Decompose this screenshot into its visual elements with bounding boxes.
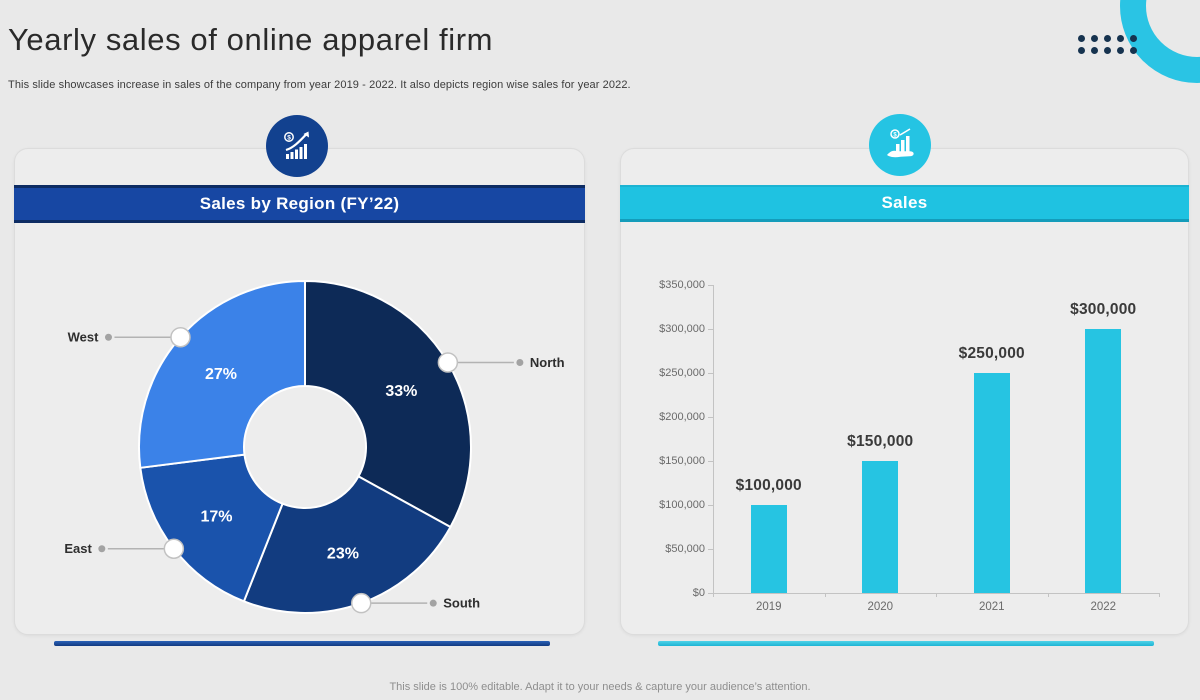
- category-label: 2019: [755, 601, 782, 613]
- y-tick-mark: [708, 417, 713, 418]
- left-card-accent-bar: [54, 641, 550, 646]
- sales-by-region-header: Sales by Region (FY’22): [14, 185, 585, 223]
- bar-value-label: $100,000: [735, 477, 802, 494]
- region-label-west: West: [68, 330, 99, 345]
- callout-dot: [429, 599, 437, 607]
- hand-sales-icon: $: [869, 114, 931, 176]
- y-tick-mark: [708, 285, 713, 286]
- callout-dot: [516, 358, 524, 366]
- y-tick-label: $300,000: [659, 323, 705, 335]
- yearly-sales-card: Sales $350,000 $300,000 $250,000 $200,000 $1…: [620, 148, 1189, 635]
- dot-grid-decor: [1078, 35, 1143, 59]
- y-tick-mark: [708, 329, 713, 330]
- callout-dot: [98, 545, 106, 553]
- bar-value-label: $250,000: [958, 345, 1025, 362]
- bar-2020: [862, 461, 899, 593]
- pie-slice-west: [138, 279, 306, 469]
- y-tick-mark: [708, 461, 713, 462]
- x-tick-mark: [936, 593, 937, 597]
- yearly-sales-bar-chart: $350,000 $300,000 $250,000 $200,000 $150,000…: [621, 149, 1188, 634]
- pie-slice-north: [304, 279, 472, 529]
- y-tick-label: $100,000: [659, 499, 705, 511]
- y-tick-label: $200,000: [659, 411, 705, 423]
- region-label-east: East: [64, 541, 92, 556]
- page-subtitle: This slide showcases increase in sales o…: [8, 79, 631, 91]
- svg-text:$: $: [287, 134, 291, 141]
- dot-decor: [1117, 47, 1124, 54]
- dot-decor: [1130, 35, 1137, 42]
- y-tick-mark: [708, 373, 713, 374]
- growth-chart-glyph: $: [284, 131, 309, 159]
- dot-decor: [1104, 47, 1111, 54]
- x-tick-mark: [1047, 593, 1049, 597]
- y-tick-mark: [708, 593, 713, 594]
- bar-2021: [973, 373, 1010, 593]
- callout-marker: [163, 538, 185, 559]
- dot-decor: [1078, 47, 1085, 54]
- dot-decor: [1091, 35, 1098, 42]
- y-tick-label: $350,000: [659, 279, 705, 291]
- callout-marker: [437, 352, 459, 373]
- page-title: Yearly sales of online apparel firm: [8, 22, 494, 57]
- bar-2019: [750, 505, 787, 593]
- bar-value-label: $150,000: [847, 433, 914, 450]
- right-card-accent-bar: [658, 641, 1154, 646]
- x-tick-mark: [713, 593, 714, 597]
- sales-header-label: Sales: [881, 193, 928, 212]
- pie-value-label: 33%: [385, 383, 417, 400]
- dot-decor: [1078, 35, 1085, 42]
- dot-decor: [1130, 47, 1137, 54]
- category-label: 2021: [978, 601, 1005, 613]
- callout-dot: [104, 333, 112, 341]
- svg-text:$: $: [893, 132, 897, 138]
- hand-sales-glyph: $: [887, 128, 914, 158]
- pie-value-label: 27%: [205, 366, 237, 383]
- pie-slice-east: [139, 453, 284, 603]
- y-tick-mark: [708, 505, 713, 506]
- callout-marker: [170, 326, 191, 348]
- region-label-north: North: [530, 355, 565, 370]
- y-tick-mark: [708, 549, 713, 550]
- y-tick-label: $150,000: [659, 455, 705, 467]
- dot-decor: [1104, 35, 1111, 42]
- sales-header: Sales: [620, 185, 1189, 222]
- growth-chart-icon: $: [266, 115, 328, 177]
- pie-value-label: 17%: [200, 509, 232, 526]
- x-tick-mark: [1159, 593, 1160, 597]
- y-axis-line: [713, 285, 714, 593]
- bar-value-label: $300,000: [1070, 301, 1137, 318]
- y-tick-label: $0: [692, 587, 705, 599]
- category-label: 2022: [1090, 601, 1117, 613]
- bar-2022: [1085, 329, 1122, 593]
- region-donut-chart: 33% North 23% South 17% East 27% West: [64, 279, 565, 614]
- pie-slice-south: [242, 475, 452, 614]
- category-label: 2020: [867, 601, 894, 613]
- callout-marker: [350, 592, 372, 614]
- dot-decor: [1091, 47, 1098, 54]
- sales-by-region-card: Sales by Region (FY’22) 33% North 23% South…: [14, 148, 585, 635]
- pie-value-label: 23%: [327, 545, 359, 562]
- y-tick-label: $50,000: [665, 543, 705, 555]
- y-tick-label: $250,000: [659, 367, 705, 379]
- x-tick-mark: [824, 593, 826, 597]
- region-label-south: South: [443, 596, 480, 611]
- page-footer: This slide is 100% editable. Adapt it to…: [389, 681, 811, 693]
- dot-decor: [1117, 35, 1124, 42]
- sales-by-region-header-label: Sales by Region (FY’22): [199, 194, 400, 213]
